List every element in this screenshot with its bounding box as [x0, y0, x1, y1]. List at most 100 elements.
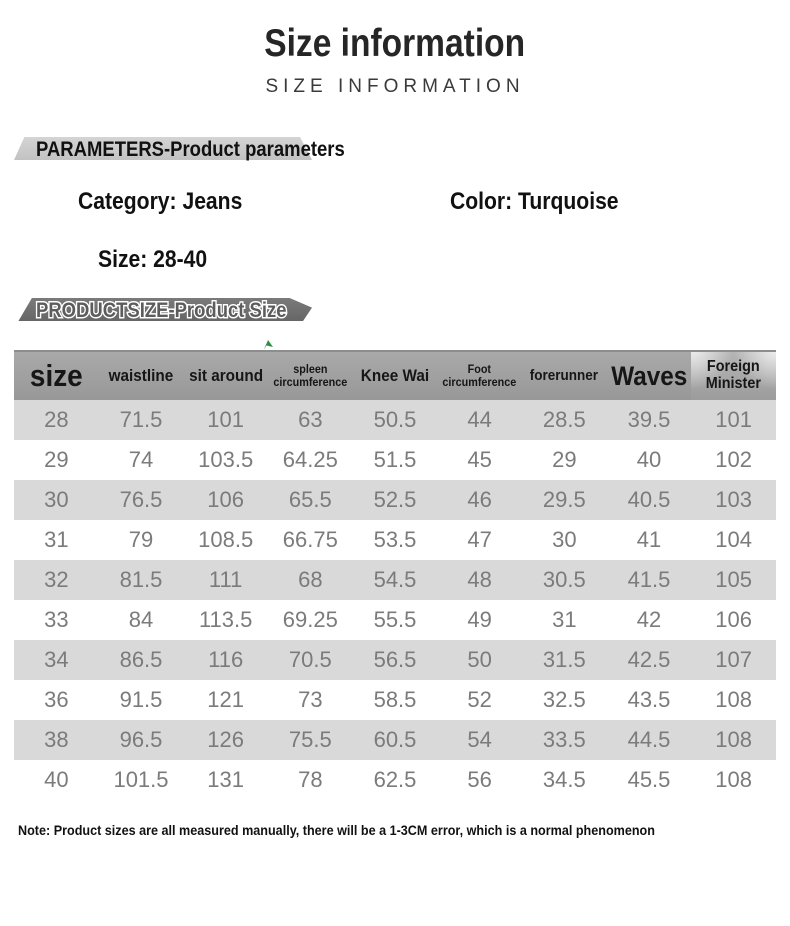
table-row: 34 86.5 116 70.5 56.5 50 31.5 42.5 107: [14, 640, 776, 680]
size-table-header: size waistline sit around spleen circumfere…: [14, 350, 776, 400]
table-cell: 45: [467, 447, 492, 472]
parameters-banner-band: [14, 137, 312, 160]
table-cell: 40.5: [627, 487, 671, 512]
table-cell: 32.5: [542, 687, 586, 712]
table-cell: 46: [467, 487, 492, 512]
table-cell: 44.5: [627, 727, 671, 752]
color-label: Color: Turquoise: [450, 188, 642, 216]
size-range-label: Size: 28-40: [98, 246, 222, 274]
table-row: 29 74 103.5 64.25 51.5 45 29 40 102: [14, 440, 776, 480]
table-cell: 44: [467, 407, 492, 432]
table-cell: 74: [128, 447, 154, 472]
column-header: waistline: [108, 366, 174, 386]
table-cell: 121: [207, 687, 245, 712]
table-cell: 38: [44, 727, 69, 752]
table-cell: 29: [44, 447, 69, 472]
table-cell: 103.5: [198, 447, 254, 472]
table-cell: 28: [44, 407, 69, 432]
table-row: 38 96.5 126 75.5 60.5 54 33.5 44.5 108: [14, 720, 776, 760]
table-cell: 101: [207, 407, 245, 432]
table-row: 32 81.5 111 68 54.5 48 30.5 41.5 105: [14, 560, 776, 600]
table-cell: 56.5: [373, 647, 417, 672]
table-cell: 50: [467, 647, 492, 672]
table-cell: 40: [44, 767, 69, 792]
table-cell: 108.5: [198, 527, 254, 552]
table-cell: 84: [128, 607, 154, 632]
table-cell: 102: [715, 447, 753, 472]
page-title: Size information: [0, 22, 790, 66]
table-cell: 52.5: [373, 487, 417, 512]
table-cell: 42.5: [627, 647, 671, 672]
table-row: 28 71.5 101 63 50.5 44 28.5 39.5 101: [14, 400, 776, 440]
table-cell: 28.5: [542, 407, 586, 432]
parameters-banner-label: PARAMETERS-Product parameters: [36, 138, 387, 162]
table-cell: 30.5: [542, 567, 586, 592]
table-cell: 106: [207, 487, 245, 512]
color-text: Color: Turquoise: [450, 188, 619, 215]
table-cell: 76.5: [119, 487, 163, 512]
table-cell: 49: [467, 607, 492, 632]
column-header: Waves: [610, 360, 688, 391]
table-cell: 60.5: [373, 727, 417, 752]
table-cell: 104: [715, 527, 753, 552]
table-cell: 62.5: [373, 767, 417, 792]
size-range-text: Size: 28-40: [98, 246, 208, 273]
table-cell: 47: [467, 527, 492, 552]
table-row: 30 76.5 106 65.5 52.5 46 29.5 40.5 103: [14, 480, 776, 520]
table-cell: 75.5: [288, 727, 332, 752]
table-cell: 69.25: [282, 607, 338, 632]
measurement-note: Note: Product sizes are all measured man…: [18, 822, 726, 838]
table-cell: 30: [44, 487, 69, 512]
table-cell: 81.5: [119, 567, 163, 592]
table-cell: 113.5: [198, 607, 253, 632]
table-cell: 66.75: [282, 527, 338, 552]
product-size-banner-text: PRODUCTSIZE-Product Size: [35, 298, 288, 324]
table-row: 40 101.5 131 78 62.5 56 34.5 45.5 108: [14, 760, 776, 800]
column-header: spleen circumference: [273, 362, 348, 389]
table-cell: 131: [207, 767, 245, 792]
table-cell: 29: [552, 447, 577, 472]
table-cell: 91.5: [119, 687, 163, 712]
table-cell: 50.5: [373, 407, 417, 432]
column-header: Knee Wai: [360, 366, 430, 386]
table-cell: 41.5: [627, 567, 671, 592]
table-cell: 70.5: [288, 647, 332, 672]
table-cell: 68: [298, 567, 323, 592]
table-cell: 39.5: [627, 407, 671, 432]
table-cell: 79: [128, 527, 154, 552]
table-cell: 33: [44, 607, 69, 632]
column-header: Foot circumference: [442, 362, 517, 389]
table-cell: 63: [298, 407, 323, 432]
table-cell: 52: [467, 687, 492, 712]
title-block: Size information SIZE INFORMATION: [0, 22, 790, 98]
table-cell: 43.5: [627, 687, 671, 712]
table-cell: 58.5: [373, 687, 417, 712]
table-cell: 40: [636, 447, 662, 472]
table-cell: 105: [715, 567, 753, 592]
table-cell: 42: [636, 607, 662, 632]
table-cell: 101.5: [113, 767, 169, 792]
table-cell: 96.5: [119, 727, 163, 752]
column-header: forerunner: [530, 367, 599, 385]
table-cell: 36: [44, 687, 69, 712]
table-cell: 64.25: [282, 447, 338, 472]
table-cell: 126: [207, 727, 245, 752]
product-size-banner: PRODUCTSIZE-Product Size: [14, 298, 312, 324]
table-cell: 106: [715, 607, 753, 632]
table-cell: 34: [44, 647, 69, 672]
table-cell: 31: [552, 607, 577, 632]
table-cell: 107: [715, 647, 753, 672]
parameters-banner-text: PARAMETERS-Product parameters: [36, 138, 345, 161]
table-cell: 31.5: [542, 647, 586, 672]
table-cell: 101: [715, 407, 753, 432]
table-cell: 48: [467, 567, 492, 592]
table-cell: 55.5: [373, 607, 417, 632]
table-cell: 65.5: [288, 487, 332, 512]
table-cell: 54: [467, 727, 492, 752]
table-cell: 33.5: [542, 727, 586, 752]
column-header: Foreign Minister: [691, 352, 776, 400]
table-cell: 108: [715, 687, 753, 712]
table-row: 31 79 108.5 66.75 53.5 47 30 41 104: [14, 520, 776, 560]
table-cell: 73: [298, 687, 323, 712]
page-subtitle: SIZE INFORMATION: [265, 76, 525, 97]
